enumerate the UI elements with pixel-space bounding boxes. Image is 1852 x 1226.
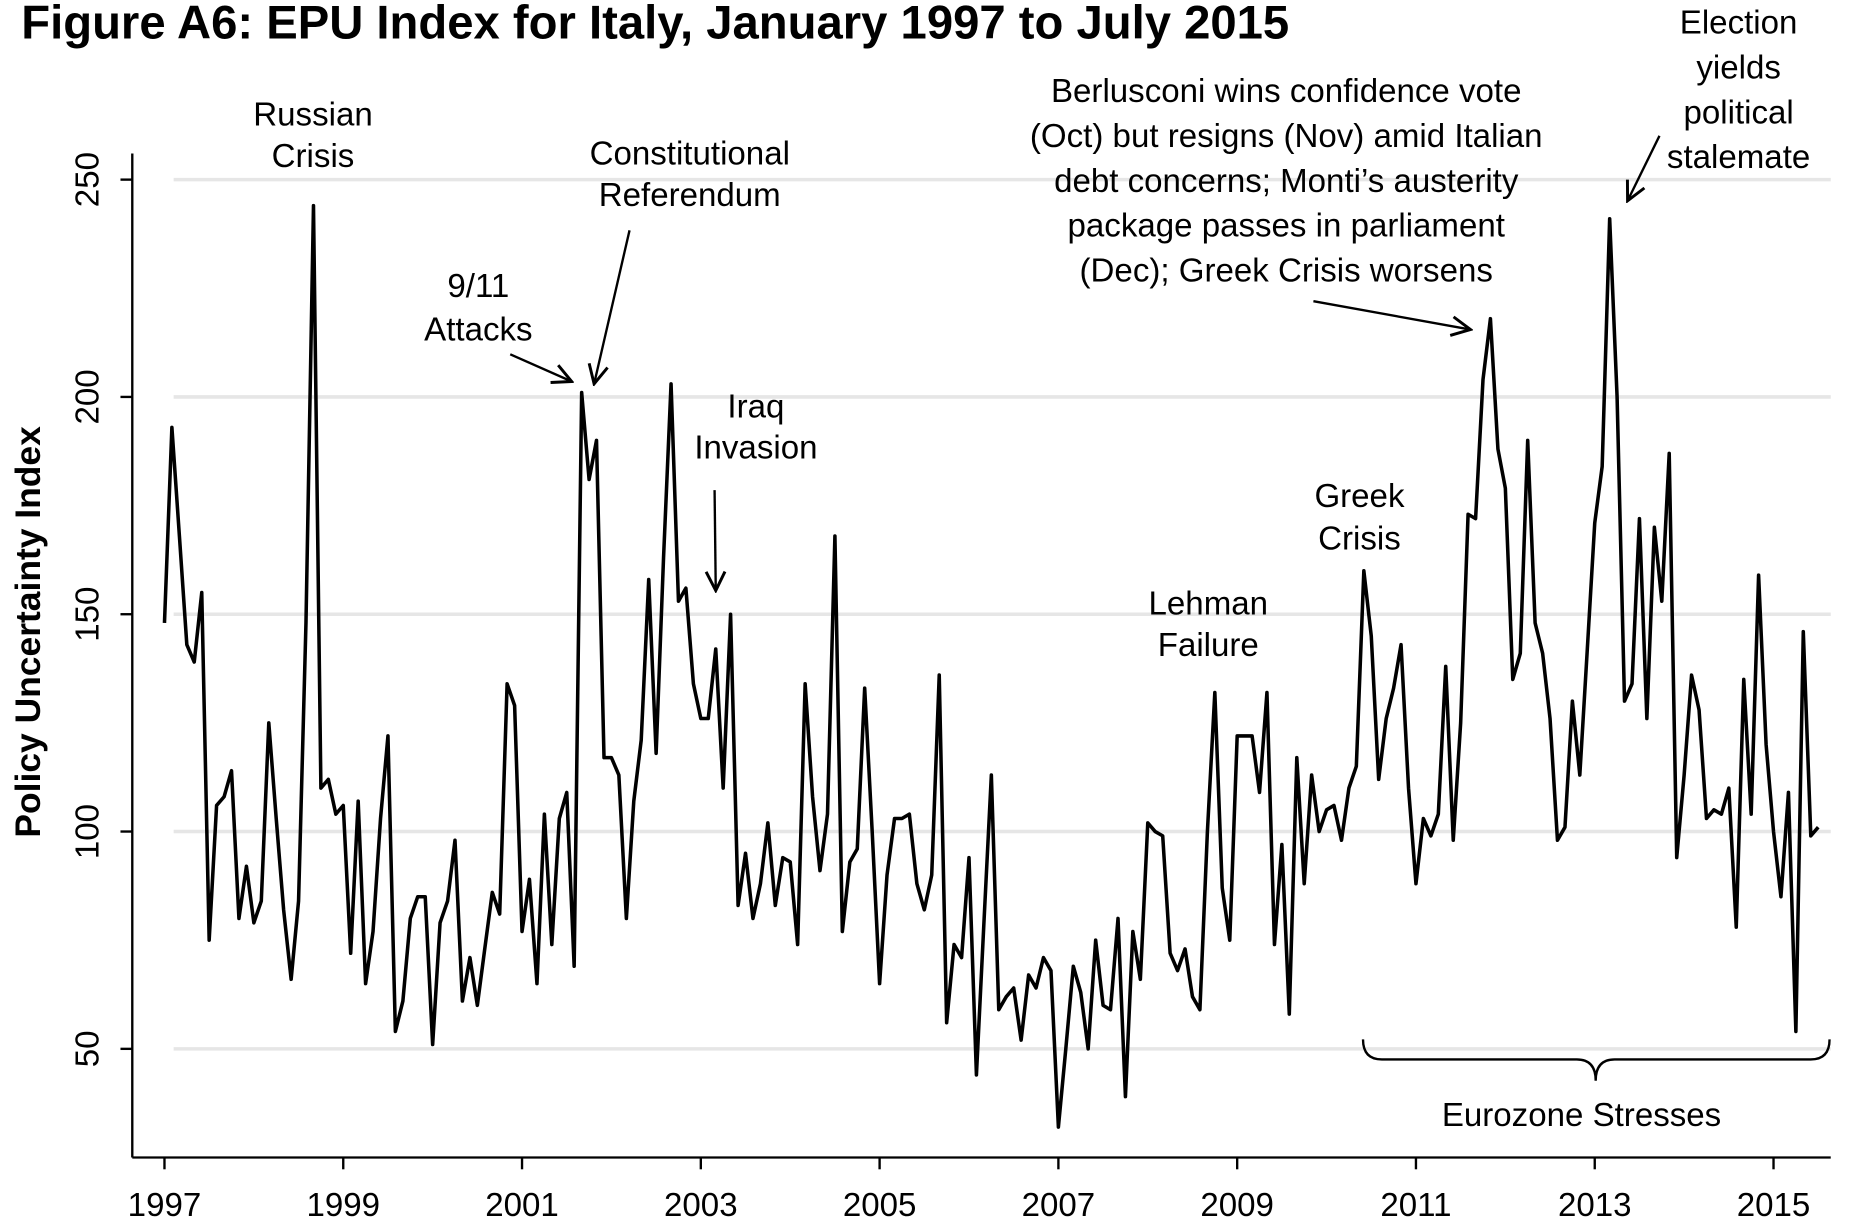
- annotation: Invasion: [694, 430, 817, 467]
- annotation: Referendum: [599, 177, 781, 214]
- annotation: Eurozone Stresses: [1442, 1097, 1721, 1134]
- annotation: Constitutional: [590, 136, 790, 173]
- annotation: (Dec); Greek Crisis worsens: [1080, 253, 1493, 290]
- annotation-arrow: [594, 230, 631, 384]
- annotation: political: [1683, 94, 1793, 131]
- x-tick-label: 1999: [306, 1187, 380, 1224]
- annotation-arrow: [1313, 300, 1470, 329]
- x-tick-label: 1997: [128, 1187, 202, 1224]
- x-tick-label: 2015: [1737, 1187, 1811, 1224]
- annotation-arrow: [715, 490, 716, 590]
- annotation: Crisis: [1318, 521, 1401, 558]
- annotation: Lehman: [1149, 586, 1268, 623]
- y-axis-label: Policy Uncertainty Index: [8, 426, 48, 838]
- y-tick-label: 150: [70, 587, 107, 642]
- annotation: package passes in parliament: [1068, 208, 1505, 245]
- annotation: Election: [1680, 5, 1798, 42]
- y-tick-label: 100: [70, 804, 107, 859]
- annotation: Iraq: [727, 388, 784, 425]
- annotation: yields: [1696, 49, 1781, 86]
- annotation: debt concerns; Monti’s austerity: [1054, 163, 1519, 200]
- annotation: Failure: [1158, 627, 1259, 664]
- bracket: [1361, 1039, 1831, 1081]
- annotation: Greek: [1314, 478, 1405, 515]
- annotation: 9/11: [447, 268, 509, 305]
- annotation: (Oct) but resigns (Nov) amid Italian: [1030, 118, 1543, 155]
- x-tick-label: 2009: [1200, 1187, 1274, 1224]
- annotation-arrow: [509, 353, 571, 381]
- y-tick-label: 200: [70, 369, 107, 424]
- y-tick-label: 250: [70, 152, 107, 207]
- x-tick-label: 2001: [485, 1187, 559, 1224]
- x-tick-label: 2011: [1380, 1187, 1451, 1224]
- annotation: Berlusconi wins confidence vote: [1051, 73, 1521, 110]
- x-tick-label: 2013: [1558, 1187, 1632, 1224]
- annotation: Russian: [253, 97, 372, 134]
- data-line: [162, 203, 1820, 1129]
- x-tick-label: 2003: [664, 1187, 738, 1224]
- annotation: Attacks: [424, 312, 532, 349]
- y-tick-label: 50: [70, 1030, 107, 1067]
- x-tick-label: 2007: [1022, 1187, 1096, 1224]
- chart-title: Figure A6: EPU Index for Italy, January …: [21, 0, 1289, 49]
- plot: 50 100 150 200 250 1997 1999 2001 2003 2005 2007 20…: [70, 5, 1831, 1224]
- annotation-arrow: [1628, 135, 1661, 201]
- annotation: Crisis: [272, 138, 355, 175]
- annotation: stalemate: [1667, 139, 1810, 176]
- x-tick-label: 2005: [843, 1187, 917, 1224]
